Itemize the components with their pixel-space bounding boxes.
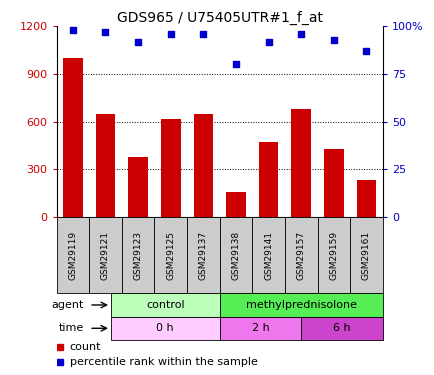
Bar bbox=[128, 157, 148, 217]
Bar bbox=[95, 114, 115, 217]
Bar bbox=[219, 293, 382, 316]
Bar bbox=[349, 217, 382, 293]
Text: percentile rank within the sample: percentile rank within the sample bbox=[69, 357, 257, 367]
Title: GDS965 / U75405UTR#1_f_at: GDS965 / U75405UTR#1_f_at bbox=[116, 11, 322, 25]
Point bbox=[102, 29, 108, 35]
Text: GSM29125: GSM29125 bbox=[166, 231, 175, 280]
Bar bbox=[323, 148, 343, 217]
Point bbox=[297, 31, 304, 37]
Text: GSM29141: GSM29141 bbox=[263, 231, 273, 280]
Bar bbox=[111, 293, 219, 316]
Point bbox=[69, 27, 76, 33]
Bar bbox=[122, 217, 154, 293]
Bar bbox=[56, 217, 89, 293]
Text: GSM29119: GSM29119 bbox=[68, 231, 77, 280]
Bar bbox=[258, 142, 278, 217]
Text: GSM29161: GSM29161 bbox=[361, 231, 370, 280]
Bar bbox=[193, 114, 213, 217]
Text: GSM29159: GSM29159 bbox=[329, 231, 338, 280]
Bar bbox=[252, 217, 284, 293]
Bar bbox=[63, 58, 82, 217]
Text: count: count bbox=[69, 342, 101, 352]
Bar bbox=[187, 217, 219, 293]
Point bbox=[167, 31, 174, 37]
Text: GSM29123: GSM29123 bbox=[133, 231, 142, 280]
Bar bbox=[161, 119, 180, 217]
Bar bbox=[284, 217, 317, 293]
Text: GSM29138: GSM29138 bbox=[231, 231, 240, 280]
Point bbox=[330, 37, 337, 43]
Text: control: control bbox=[146, 300, 184, 310]
Bar bbox=[356, 180, 375, 217]
Point bbox=[135, 39, 141, 45]
Bar bbox=[291, 109, 310, 217]
Text: GSM29157: GSM29157 bbox=[296, 231, 305, 280]
Point bbox=[199, 31, 207, 37]
Bar bbox=[219, 316, 300, 340]
Bar bbox=[89, 217, 122, 293]
Text: GSM29121: GSM29121 bbox=[101, 231, 110, 280]
Text: 0 h: 0 h bbox=[156, 323, 174, 333]
Text: 6 h: 6 h bbox=[332, 323, 350, 333]
Text: time: time bbox=[58, 323, 84, 333]
Bar bbox=[154, 217, 187, 293]
Bar bbox=[219, 217, 252, 293]
Point bbox=[362, 48, 369, 54]
Bar bbox=[317, 217, 349, 293]
Bar bbox=[111, 316, 219, 340]
Text: methylprednisolone: methylprednisolone bbox=[245, 300, 356, 310]
Text: GSM29137: GSM29137 bbox=[198, 231, 207, 280]
Point bbox=[265, 39, 272, 45]
Point bbox=[232, 62, 239, 68]
Bar bbox=[300, 316, 382, 340]
Text: agent: agent bbox=[51, 300, 84, 310]
Text: 2 h: 2 h bbox=[251, 323, 269, 333]
Bar bbox=[226, 192, 245, 217]
